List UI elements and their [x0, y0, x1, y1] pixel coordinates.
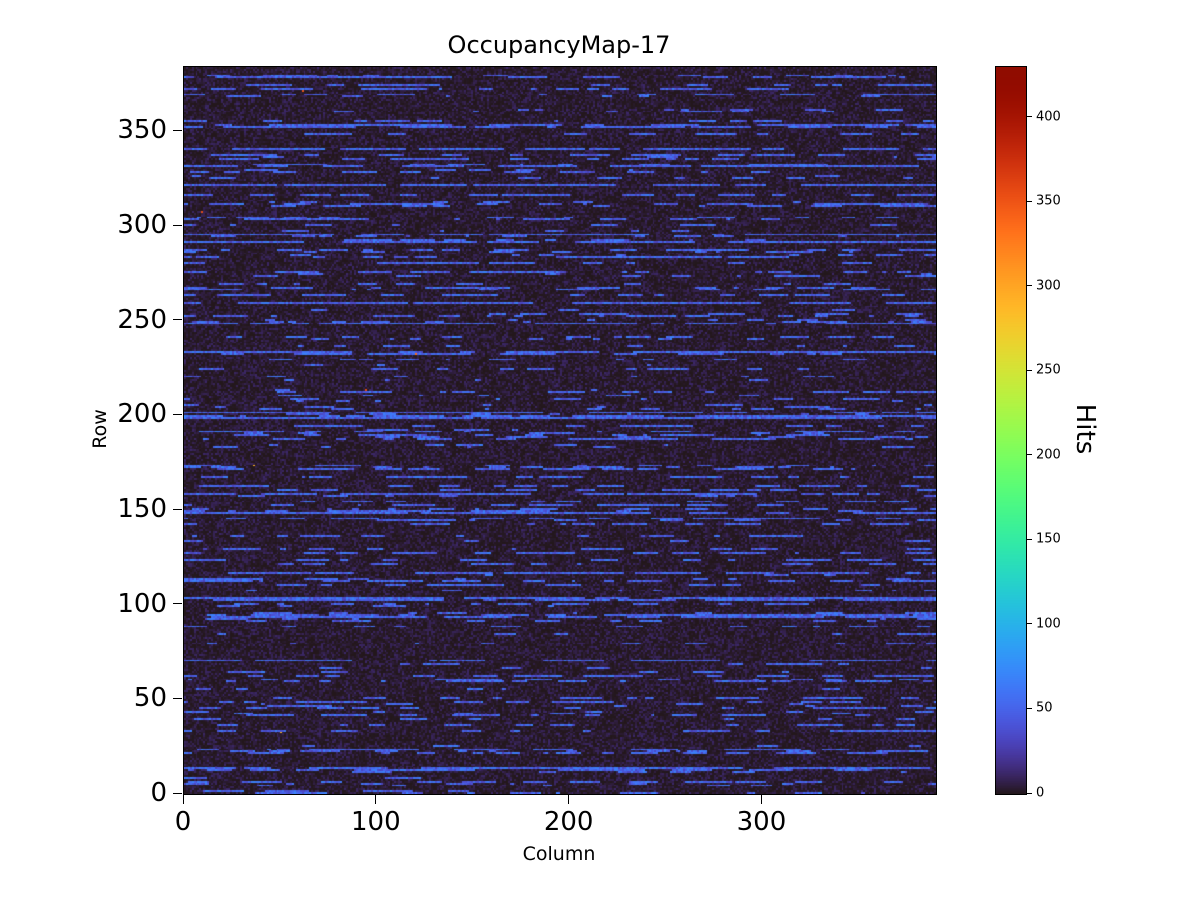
- y-tick-mark: [173, 508, 182, 510]
- y-tick-label: 300: [117, 210, 167, 241]
- colorbar-tick-label: 200: [1036, 447, 1061, 463]
- colorbar: [995, 66, 1027, 795]
- colorbar-tick-mark: [1027, 792, 1032, 794]
- y-tick-mark: [173, 697, 182, 699]
- y-tick-label: 100: [117, 588, 167, 619]
- colorbar-tick-mark: [1027, 285, 1032, 287]
- x-tick-mark: [375, 795, 377, 804]
- colorbar-tick-label: 300: [1036, 278, 1061, 294]
- y-tick-label: 0: [150, 778, 167, 808]
- y-tick-mark: [173, 129, 182, 131]
- y-tick-label: 50: [133, 683, 167, 714]
- colorbar-tick-label: 0: [1036, 785, 1045, 801]
- colorbar-gradient-canvas: [996, 67, 1026, 794]
- y-tick-label: 200: [117, 399, 167, 430]
- chart-title: OccupancyMap-17: [447, 31, 671, 59]
- colorbar-tick-label: 400: [1036, 109, 1061, 125]
- x-tick-mark: [760, 795, 762, 804]
- colorbar-tick-mark: [1027, 454, 1032, 456]
- x-tick-label: 0: [174, 807, 192, 837]
- x-tick-mark: [568, 795, 570, 804]
- colorbar-tick-mark: [1027, 116, 1032, 118]
- colorbar-tick-label: 50: [1036, 700, 1053, 716]
- colorbar-tick-mark: [1027, 369, 1032, 371]
- colorbar-tick-label: 250: [1036, 362, 1061, 378]
- y-tick-mark: [173, 224, 182, 226]
- colorbar-tick-mark: [1027, 623, 1032, 625]
- colorbar-tick-label: 150: [1036, 531, 1061, 547]
- colorbar-label: Hits: [1070, 403, 1100, 455]
- colorbar-tick-mark: [1027, 707, 1032, 709]
- y-tick-label: 150: [117, 494, 167, 525]
- x-tick-mark: [182, 795, 184, 804]
- heatmap-plot-area: [183, 66, 937, 795]
- y-tick-mark: [173, 319, 182, 321]
- heatmap-canvas: [184, 67, 936, 794]
- x-tick-label: 100: [350, 807, 401, 837]
- colorbar-tick-label: 350: [1036, 193, 1061, 209]
- colorbar-tick-mark: [1027, 200, 1032, 202]
- x-tick-label: 200: [543, 807, 594, 837]
- x-axis-label: Column: [522, 843, 596, 865]
- y-tick-mark: [173, 792, 182, 794]
- y-tick-mark: [173, 413, 182, 415]
- colorbar-tick-label: 100: [1036, 616, 1061, 632]
- y-tick-label: 350: [117, 115, 167, 146]
- x-tick-label: 300: [736, 807, 787, 837]
- y-tick-mark: [173, 603, 182, 605]
- y-tick-label: 250: [117, 304, 167, 335]
- colorbar-tick-mark: [1027, 538, 1032, 540]
